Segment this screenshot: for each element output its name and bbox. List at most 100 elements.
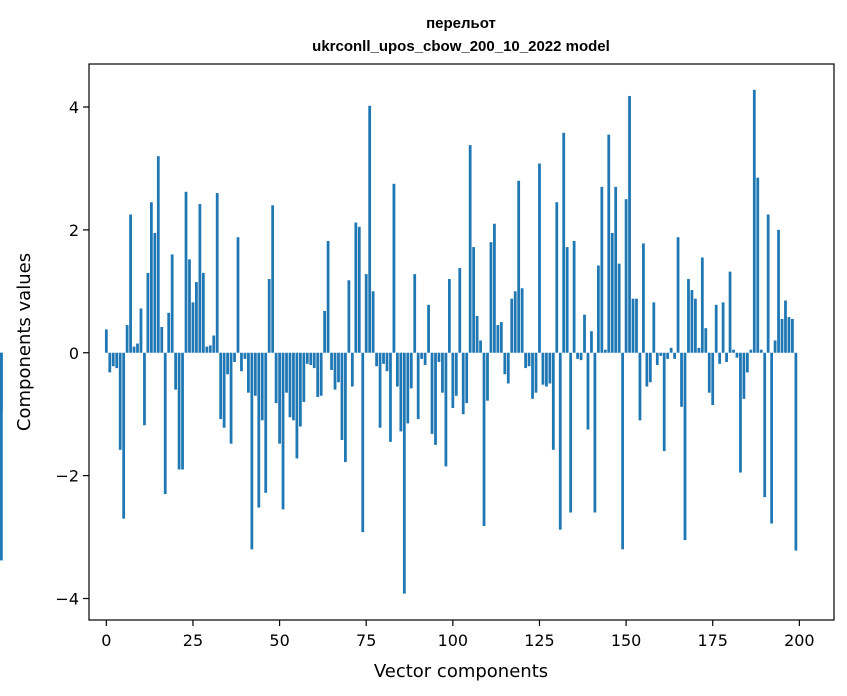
bar-undefined — [0, 352, 3, 561]
bar-165 — [676, 237, 680, 353]
x-tick-label-150: 150 — [611, 631, 642, 650]
bar-166 — [680, 352, 683, 407]
bar-92 — [423, 352, 427, 366]
bar-38 — [236, 237, 240, 353]
bar-59 — [309, 352, 313, 366]
bar-139 — [586, 352, 590, 430]
bar-128 — [548, 352, 552, 384]
bar-107 — [475, 315, 479, 353]
bar-22 — [181, 352, 184, 470]
bar-178 — [721, 302, 725, 353]
bar-88 — [409, 352, 413, 389]
bar-102 — [458, 267, 462, 353]
bar-90 — [416, 352, 420, 420]
bar-63 — [323, 310, 327, 353]
bar-125 — [538, 163, 541, 353]
bar-87 — [406, 352, 410, 424]
bar-15 — [156, 156, 160, 353]
bar-149 — [621, 352, 625, 550]
bar-94 — [430, 352, 434, 434]
bar-77 — [371, 291, 375, 353]
bar-26 — [195, 282, 198, 353]
bar-45 — [260, 352, 264, 421]
bar-12 — [146, 272, 150, 353]
bar-113 — [496, 325, 500, 353]
bar-150 — [624, 199, 628, 353]
bar-95 — [434, 352, 437, 445]
bar-56 — [298, 352, 302, 427]
x-tick-label-0: 0 — [101, 631, 111, 650]
bar-156 — [645, 352, 649, 387]
bar-7 — [129, 214, 132, 353]
bar-37 — [233, 352, 236, 362]
bar-124 — [534, 352, 538, 393]
bar-61 — [316, 352, 320, 397]
bar-168 — [687, 279, 690, 353]
bar-161 — [662, 352, 666, 452]
bar-28 — [201, 272, 205, 353]
bar-25 — [191, 302, 195, 353]
bar-144 — [603, 349, 607, 353]
bar-143 — [600, 186, 604, 353]
bar-101 — [454, 352, 458, 396]
bar-151 — [628, 95, 631, 353]
bar-179 — [725, 352, 728, 362]
bar-42 — [250, 352, 254, 550]
bar-135 — [572, 240, 576, 353]
bar-148 — [617, 263, 621, 353]
bar-99 — [447, 279, 451, 353]
bar-177 — [718, 352, 722, 364]
bar-140 — [590, 331, 593, 353]
bar-198 — [791, 318, 794, 353]
bar-27 — [198, 204, 202, 353]
bar-80 — [382, 352, 385, 364]
bar-79 — [378, 352, 382, 428]
y-tick-label--2: −2 — [55, 467, 79, 486]
bar-20 — [174, 352, 178, 390]
bar-141 — [593, 352, 597, 513]
bar-182 — [735, 352, 739, 358]
bar-138 — [583, 314, 586, 353]
bar-127 — [545, 352, 548, 387]
bar-132 — [562, 132, 566, 353]
x-axis-label: Vector components — [374, 661, 548, 682]
bar-100 — [451, 352, 455, 409]
bar-186 — [749, 349, 753, 353]
bar-170 — [694, 298, 697, 353]
bar-97 — [441, 352, 444, 393]
x-tick-label-200: 200 — [784, 631, 815, 650]
bar-167 — [683, 352, 687, 541]
x-tick-label-75: 75 — [356, 631, 376, 650]
y-axis-label: Components values — [14, 253, 35, 431]
bar-158 — [652, 302, 656, 353]
bar-48 — [271, 205, 275, 353]
bar-52 — [285, 352, 288, 393]
x-tick-label-100: 100 — [438, 631, 469, 650]
bar-16 — [160, 326, 164, 353]
bar-145 — [607, 134, 611, 353]
bar-108 — [479, 340, 482, 353]
bar-115 — [503, 352, 507, 375]
bar-181 — [732, 349, 735, 353]
y-tick-label--4: −4 — [55, 589, 79, 608]
bar-122 — [527, 352, 531, 367]
bar-171 — [697, 347, 701, 353]
plot-frame — [88, 63, 835, 621]
bar-30 — [208, 345, 212, 353]
x-tick-label-175: 175 — [697, 631, 728, 650]
bar-41 — [247, 352, 250, 393]
bar-49 — [274, 352, 278, 404]
bar-86 — [402, 352, 406, 594]
bar-116 — [506, 352, 510, 384]
bar-4 — [118, 352, 122, 450]
bar-3 — [115, 352, 119, 369]
bar-1 — [108, 352, 112, 373]
bar-14 — [153, 232, 157, 353]
bar-66 — [333, 352, 337, 390]
bar-13 — [149, 202, 153, 353]
bar-71 — [350, 352, 354, 387]
bar-118 — [513, 291, 517, 353]
bar-196 — [784, 300, 787, 353]
bar-137 — [579, 352, 583, 361]
bar-60 — [312, 352, 316, 369]
